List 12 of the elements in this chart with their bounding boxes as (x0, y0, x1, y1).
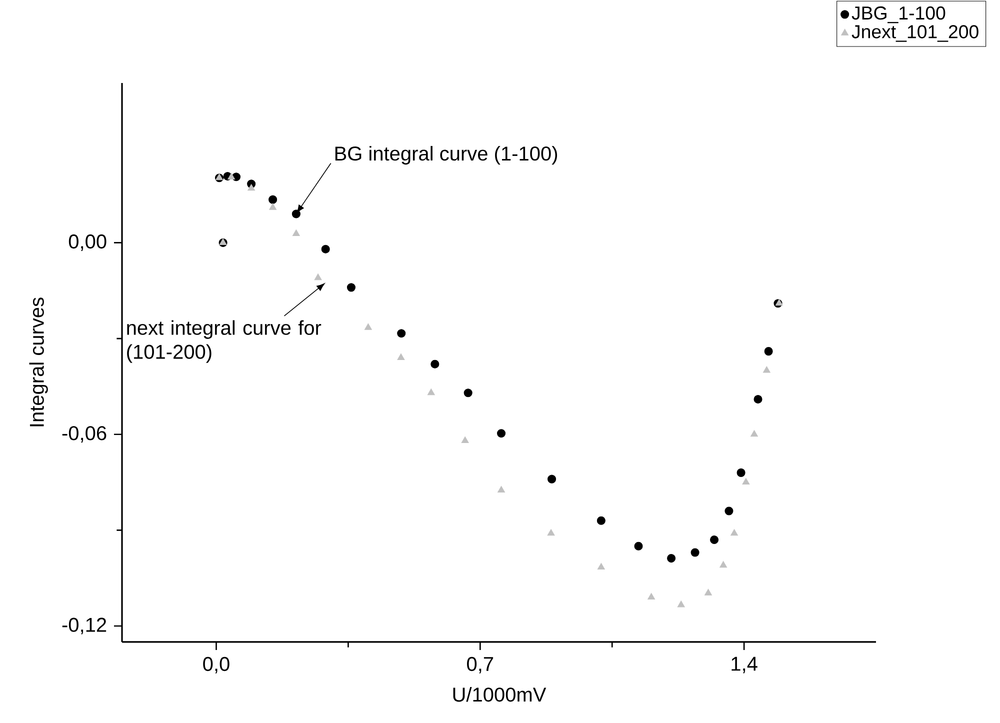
y-axis-title: Integral curves (29, 298, 48, 426)
y-tick-label: -0,12 (62, 618, 106, 634)
annotation: BG integral curve (1-100) (335, 146, 558, 165)
x-tick-label: 0,7 (467, 656, 494, 674)
legend-label: Jnext_101_200 (852, 25, 978, 42)
y-tick-label: 0,00 (68, 234, 106, 251)
x-tick-label: 1,4 (732, 656, 758, 674)
legend-label: JBG_1-100 (852, 6, 946, 24)
y-tick-label: -0,06 (62, 426, 106, 443)
x-axis-title: U/1000mV (453, 687, 546, 702)
annotation: next integral curve for (101-200) (127, 320, 322, 363)
x-tick-label: 0,0 (203, 656, 230, 674)
